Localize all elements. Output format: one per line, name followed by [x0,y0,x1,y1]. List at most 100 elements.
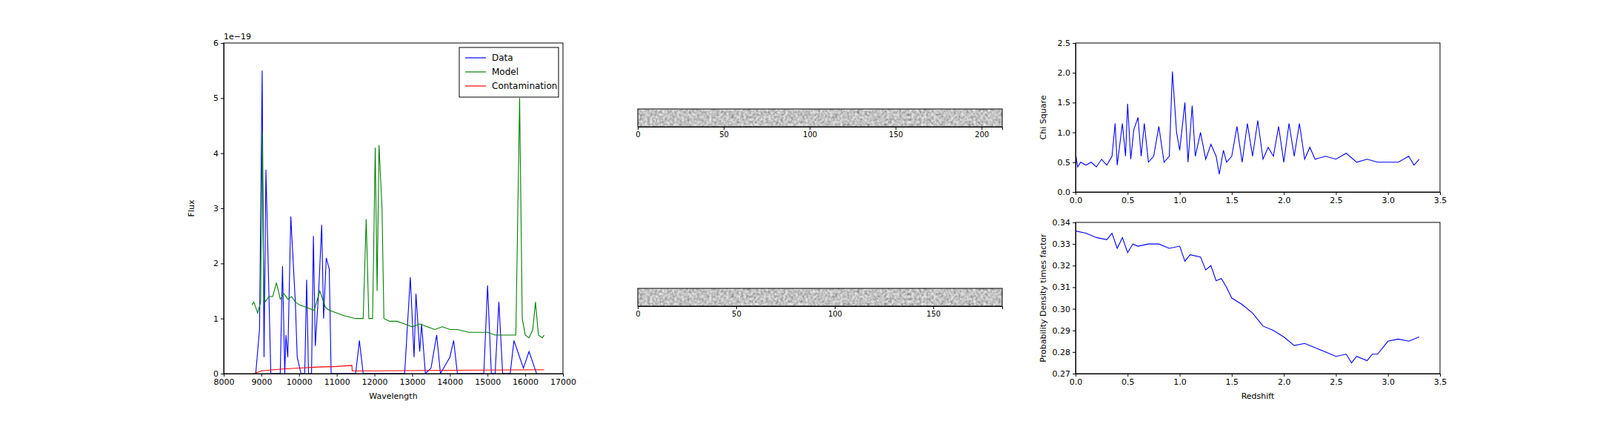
tick: 3.5 [1434,373,1448,387]
panel: 050100150 [635,288,1003,318]
tick: 0.33 [1052,239,1077,249]
tick-mark [1231,373,1233,377]
tick-mark [299,373,300,377]
tick: 2.0 [1277,191,1292,206]
x-axis: 050100150200 [635,126,1003,139]
axis-line [220,43,225,375]
tick-label: 1.5 [1225,195,1240,206]
tick: 0 [635,305,640,318]
tick-label: 0.30 [1052,304,1072,315]
tick: 1 [213,314,224,324]
axis-line [1072,43,1077,193]
axis-line [224,374,564,378]
tick-label: 2.5 [1057,38,1072,49]
tick-mark [1072,132,1076,134]
tick: 0 [213,368,224,379]
tick-mark [1072,42,1076,44]
y-axis: 0123456 [213,38,225,379]
tick: 3 [213,203,224,214]
tick-label: 0.5 [1057,157,1072,168]
tick-mark [1072,265,1076,266]
tick: 1.0 [1057,128,1077,138]
tick: 0.27 [1052,368,1077,379]
panel: 0.00.51.01.52.02.53.03.50.270.280.290.30… [1038,217,1447,401]
tick: 0.0 [1069,373,1083,387]
tick-mark [1180,191,1181,195]
panel: 0.00.51.01.52.02.53.03.50.00.51.01.52.02… [1038,38,1447,206]
tick-mark [449,373,451,377]
tick-mark [933,305,935,309]
tick-label: 4 [213,148,219,159]
tick-label: 15000 [474,377,501,387]
tick-label: 10000 [286,377,313,387]
tick-label: 14000 [437,377,463,387]
legend-box [459,47,559,98]
tick: 11000 [324,373,351,387]
series-line [1075,71,1420,175]
legend: Data Model Contamination [459,47,559,98]
tick-label: 1.0 [1173,195,1187,206]
tick: 50 [719,126,729,139]
tick-label: 1.5 [1225,377,1240,387]
tick-label: 0.34 [1052,217,1072,228]
y-axis-title: Flux [186,199,197,217]
tick-label: 0.33 [1052,239,1072,249]
tick: 14000 [437,373,463,387]
tick-mark [1072,373,1076,375]
figure: 8000900010000110001200013000140001500016… [0,0,1600,427]
tick-label: 0.5 [1121,195,1135,206]
tick-mark [487,373,489,377]
tick: 0 [635,126,640,139]
tick-mark [1072,102,1076,103]
tick: 2.0 [1277,373,1292,387]
legend-label: Contamination [491,80,558,92]
tick-mark [220,373,224,375]
tick-label: 150 [926,309,941,318]
tick-mark [261,373,263,377]
frame [223,42,563,374]
legend-label: Data [491,52,514,63]
tick-label: 1.5 [1057,97,1072,108]
tick: 2.5 [1329,373,1343,387]
legend-label: Model [491,66,519,78]
tick-label: 150 [888,130,903,139]
series-line [254,365,545,374]
series-line [255,70,537,374]
frame [1075,42,1440,192]
tick: 3.5 [1434,191,1448,206]
tick-mark [220,153,224,155]
tick-mark [525,373,526,377]
tick-mark [1388,373,1389,377]
axis-line [638,127,1003,131]
tick-label: 0.0 [1069,377,1083,387]
frame [637,288,1003,306]
axis-line [1076,192,1441,196]
tick-mark [220,208,224,209]
plot-area [251,70,544,374]
tick-label: 2.0 [1057,68,1072,78]
tick: 2 [213,258,224,269]
x-axis: 8000900010000110001200013000140001500016… [214,373,578,387]
tick-mark [1283,191,1285,195]
tick-mark [1440,373,1441,377]
tick: 0.5 [1057,157,1077,168]
x-axis: 0.00.51.01.52.02.53.03.5 [1069,373,1448,387]
tick-label: 0.5 [1121,377,1135,387]
tick-mark [1231,191,1233,195]
tick-label: 0.31 [1052,282,1072,292]
tick-label: 100 [802,130,818,139]
tick-mark [337,373,338,377]
tick-mark [1127,191,1129,195]
y-axis: 0.00.51.01.52.02.5 [1057,38,1077,198]
tick-mark [1072,222,1076,223]
tick: 0.31 [1052,282,1077,292]
tick-mark [637,126,639,130]
plot-area [1075,71,1420,175]
tick-label: 1.0 [1173,377,1187,387]
tick-label: 0.27 [1052,368,1072,379]
image-strip [637,288,1003,306]
tick-label: 3.5 [1434,195,1448,206]
tick-label: 50 [731,309,742,318]
tick-mark [1072,243,1076,245]
tick-label: 0.0 [1069,195,1083,206]
